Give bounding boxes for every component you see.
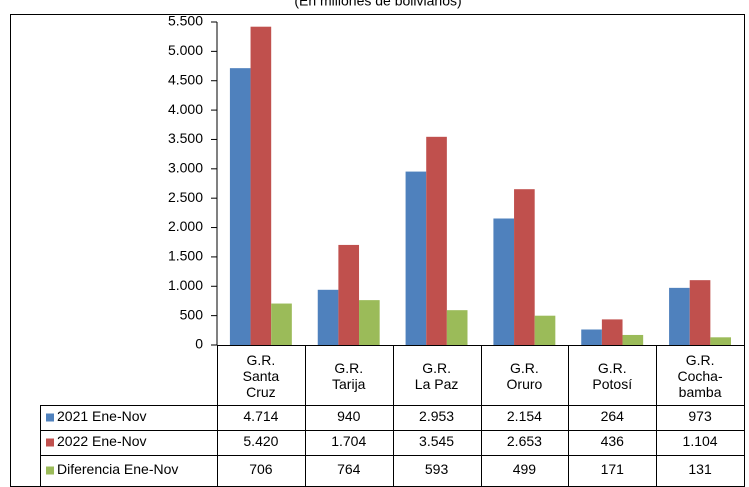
table-value: 3.545 [419, 433, 454, 449]
x-tick-label: G.R. Potosí [592, 360, 632, 392]
x-tick-label: G.R. Tarija [332, 360, 366, 392]
bar [359, 300, 380, 345]
table-value: 2.154 [507, 408, 542, 424]
y-tick-label: 4.500 [168, 71, 203, 87]
bar [229, 68, 251, 345]
bar [601, 319, 623, 345]
bar [581, 329, 602, 345]
table-value: 764 [337, 461, 361, 477]
legend-swatch [46, 438, 54, 447]
x-tick-label: G.R. Santa Cruz [243, 352, 280, 400]
x-tick-label: G.R. Cocha-bamba [678, 352, 723, 400]
y-tick-label: 500 [180, 306, 204, 322]
y-tick-label: 2.000 [168, 218, 203, 234]
table-value: 1.104 [683, 433, 718, 449]
bar [514, 189, 535, 345]
y-tick-label: 3.500 [168, 130, 203, 146]
table-value: 4.714 [243, 408, 278, 424]
bar [689, 280, 711, 345]
bar [250, 26, 272, 345]
bar [405, 171, 427, 345]
bar [317, 289, 339, 345]
bar [271, 303, 292, 345]
legend-label: 2022 Ene-Nov [57, 433, 147, 449]
table-value: 2.953 [419, 408, 454, 424]
bar [669, 287, 690, 345]
x-tick-label: G.R. La Paz [415, 360, 459, 392]
bar [534, 315, 556, 345]
legend-swatch [46, 413, 54, 422]
table-value: 499 [513, 461, 537, 477]
table-value: 706 [249, 461, 273, 477]
bar [622, 334, 644, 345]
y-tick-label: 0 [195, 336, 203, 352]
y-tick-label: 2.500 [168, 189, 203, 205]
legend-swatch [46, 466, 54, 475]
y-tick-label: 1.500 [168, 248, 203, 264]
table-value: 2.653 [507, 433, 542, 449]
y-tick-label: 4.000 [168, 101, 203, 117]
bar [710, 337, 732, 345]
legend-label: 2021 Ene-Nov [57, 408, 147, 424]
table-value: 940 [337, 408, 361, 424]
legend-label: Diferencia Ene-Nov [57, 461, 178, 477]
table-value: 131 [688, 461, 712, 477]
table-value: 171 [601, 461, 625, 477]
y-tick-label: 1.000 [168, 277, 203, 293]
x-tick-label: G.R. Oruro [507, 360, 543, 392]
table-value: 436 [601, 433, 625, 449]
chart-subtitle: (En millones de bolivianos) [294, 0, 461, 9]
y-tick-label: 3.000 [168, 160, 203, 176]
table-value: 264 [601, 408, 625, 424]
bar [338, 244, 360, 345]
bar [446, 310, 468, 345]
table-value: 593 [425, 461, 449, 477]
y-tick-label: 5.000 [168, 42, 203, 58]
bar [493, 218, 515, 345]
table-value: 973 [688, 408, 712, 424]
table-value: 5.420 [243, 433, 278, 449]
y-tick-label: 5.500 [168, 13, 203, 29]
table-value: 1.704 [331, 433, 366, 449]
bar [426, 136, 447, 345]
